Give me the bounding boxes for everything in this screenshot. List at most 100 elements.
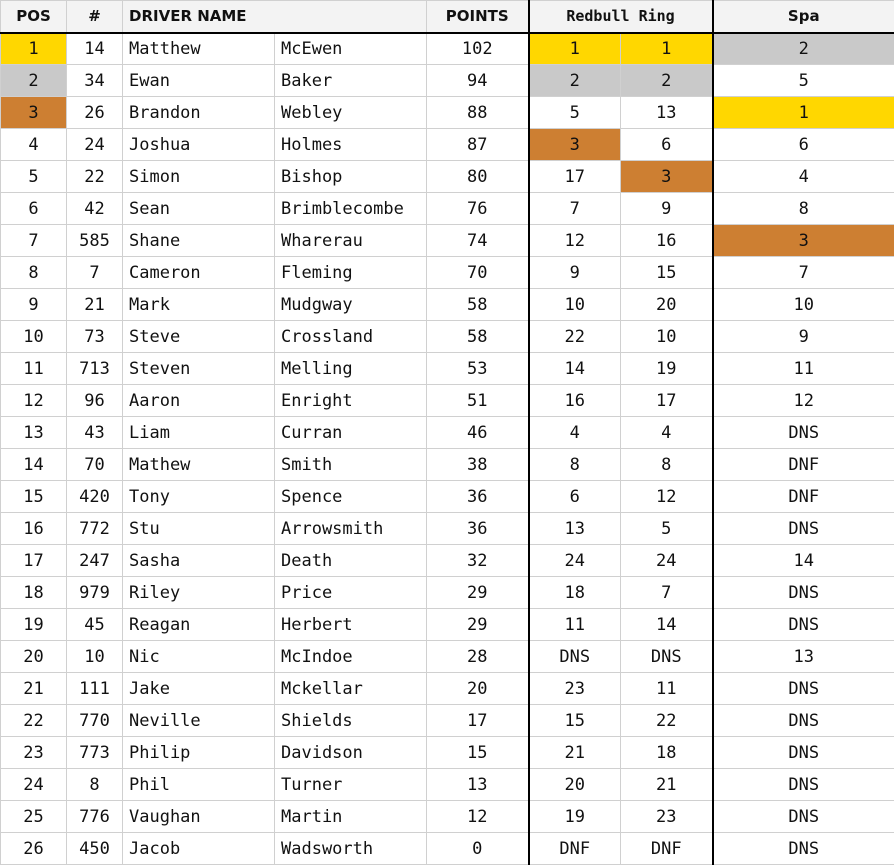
spa-cell: DNS bbox=[713, 737, 894, 769]
first-name-cell: Matthew bbox=[123, 33, 275, 65]
first-name-cell: Nic bbox=[123, 641, 275, 673]
points-cell: 13 bbox=[427, 769, 529, 801]
redbull-ring-race1-cell: 5 bbox=[529, 97, 621, 129]
spa-cell: DNF bbox=[713, 449, 894, 481]
spa-cell: 8 bbox=[713, 193, 894, 225]
pos-cell: 1 bbox=[1, 33, 67, 65]
pos-cell: 13 bbox=[1, 417, 67, 449]
redbull-ring-race1-cell: 1 bbox=[529, 33, 621, 65]
last-name-cell: Spence bbox=[275, 481, 427, 513]
redbull-ring-race1-cell: 3 bbox=[529, 129, 621, 161]
car-number-cell: 420 bbox=[67, 481, 123, 513]
points-cell: 38 bbox=[427, 449, 529, 481]
points-cell: 32 bbox=[427, 545, 529, 577]
points-cell: 58 bbox=[427, 289, 529, 321]
points-cell: 102 bbox=[427, 33, 529, 65]
spa-cell: DNS bbox=[713, 609, 894, 641]
first-name-cell: Joshua bbox=[123, 129, 275, 161]
redbull-ring-race2-cell: 5 bbox=[621, 513, 713, 545]
redbull-ring-race2-cell: 24 bbox=[621, 545, 713, 577]
redbull-ring-race1-cell: 6 bbox=[529, 481, 621, 513]
redbull-ring-race2-cell: 21 bbox=[621, 769, 713, 801]
redbull-ring-race2-cell: 3 bbox=[621, 161, 713, 193]
redbull-ring-race1-cell: 19 bbox=[529, 801, 621, 833]
redbull-ring-race2-cell: 22 bbox=[621, 705, 713, 737]
first-name-cell: Ewan bbox=[123, 65, 275, 97]
first-name-cell: Jacob bbox=[123, 833, 275, 865]
pos-cell: 15 bbox=[1, 481, 67, 513]
car-number-cell: 22 bbox=[67, 161, 123, 193]
points-cell: 94 bbox=[427, 65, 529, 97]
car-number-cell: 26 bbox=[67, 97, 123, 129]
redbull-ring-race1-cell: DNS bbox=[529, 641, 621, 673]
pos-cell: 10 bbox=[1, 321, 67, 353]
header-points: POINTS bbox=[427, 1, 529, 33]
car-number-cell: 73 bbox=[67, 321, 123, 353]
redbull-ring-race2-cell: 23 bbox=[621, 801, 713, 833]
last-name-cell: Turner bbox=[275, 769, 427, 801]
car-number-cell: 14 bbox=[67, 33, 123, 65]
last-name-cell: Brimblecombe bbox=[275, 193, 427, 225]
car-number-cell: 979 bbox=[67, 577, 123, 609]
spa-cell: 5 bbox=[713, 65, 894, 97]
car-number-cell: 713 bbox=[67, 353, 123, 385]
spa-cell: 9 bbox=[713, 321, 894, 353]
first-name-cell: Neville bbox=[123, 705, 275, 737]
spa-cell: 2 bbox=[713, 33, 894, 65]
last-name-cell: Shields bbox=[275, 705, 427, 737]
points-cell: 76 bbox=[427, 193, 529, 225]
spa-cell: DNS bbox=[713, 705, 894, 737]
last-name-cell: Holmes bbox=[275, 129, 427, 161]
header-row: POS # DRIVER NAME POINTS Redbull Ring Sp… bbox=[1, 1, 894, 33]
pos-cell: 7 bbox=[1, 225, 67, 257]
spa-cell: 11 bbox=[713, 353, 894, 385]
redbull-ring-race2-cell: 19 bbox=[621, 353, 713, 385]
points-cell: 53 bbox=[427, 353, 529, 385]
redbull-ring-race2-cell: 12 bbox=[621, 481, 713, 513]
points-cell: 36 bbox=[427, 481, 529, 513]
redbull-ring-race1-cell: 20 bbox=[529, 769, 621, 801]
last-name-cell: Bishop bbox=[275, 161, 427, 193]
last-name-cell: Fleming bbox=[275, 257, 427, 289]
pos-cell: 4 bbox=[1, 129, 67, 161]
first-name-cell: Brandon bbox=[123, 97, 275, 129]
redbull-ring-race1-cell: 7 bbox=[529, 193, 621, 225]
pos-cell: 17 bbox=[1, 545, 67, 577]
redbull-ring-race2-cell: 2 bbox=[621, 65, 713, 97]
last-name-cell: Webley bbox=[275, 97, 427, 129]
last-name-cell: Davidson bbox=[275, 737, 427, 769]
car-number-cell: 585 bbox=[67, 225, 123, 257]
redbull-ring-race1-cell: 2 bbox=[529, 65, 621, 97]
redbull-ring-race2-cell: 9 bbox=[621, 193, 713, 225]
points-cell: 12 bbox=[427, 801, 529, 833]
last-name-cell: Price bbox=[275, 577, 427, 609]
redbull-ring-race1-cell: 22 bbox=[529, 321, 621, 353]
header-pos: POS bbox=[1, 1, 67, 33]
car-number-cell: 111 bbox=[67, 673, 123, 705]
first-name-cell: Riley bbox=[123, 577, 275, 609]
redbull-ring-race2-cell: 7 bbox=[621, 577, 713, 609]
spa-cell: 3 bbox=[713, 225, 894, 257]
points-cell: 29 bbox=[427, 609, 529, 641]
header-driver-name: DRIVER NAME bbox=[123, 1, 427, 33]
pos-cell: 21 bbox=[1, 673, 67, 705]
first-name-cell: Stu bbox=[123, 513, 275, 545]
redbull-ring-race1-cell: 14 bbox=[529, 353, 621, 385]
first-name-cell: Shane bbox=[123, 225, 275, 257]
pos-cell: 23 bbox=[1, 737, 67, 769]
points-cell: 15 bbox=[427, 737, 529, 769]
redbull-ring-race1-cell: DNF bbox=[529, 833, 621, 865]
redbull-ring-race2-cell: 14 bbox=[621, 609, 713, 641]
car-number-cell: 34 bbox=[67, 65, 123, 97]
car-number-cell: 770 bbox=[67, 705, 123, 737]
